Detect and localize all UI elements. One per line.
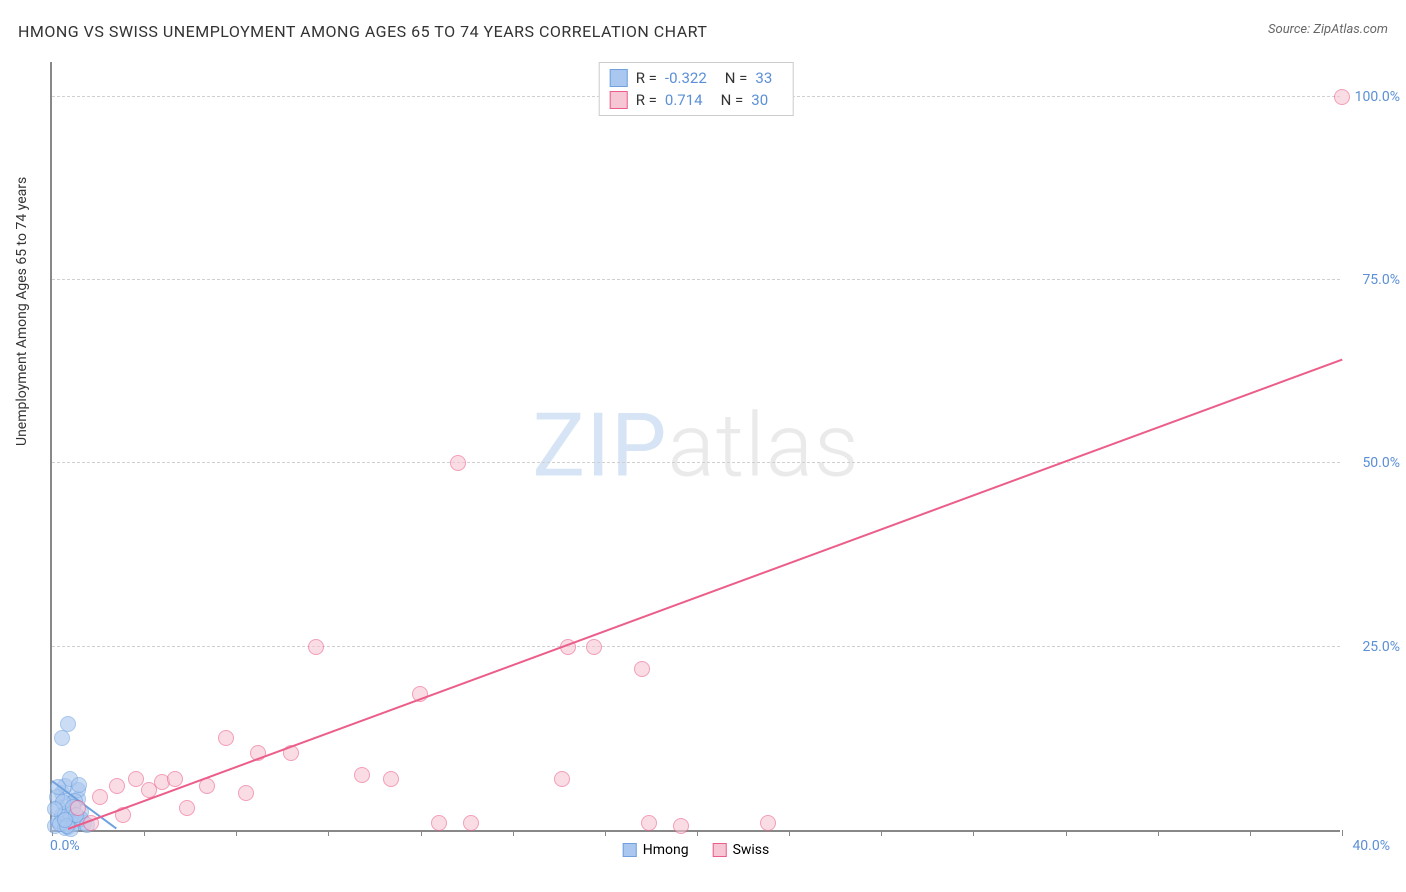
legend-row-swiss: R = 0.714 N = 30 <box>610 89 783 111</box>
hmong-point <box>54 730 70 746</box>
swiss-point <box>431 815 447 831</box>
swiss-point <box>463 815 479 831</box>
gridline-h <box>52 646 1340 647</box>
watermark: ZIPatlas <box>532 395 859 498</box>
watermark-part1: ZIP <box>532 395 667 498</box>
swiss-point <box>760 815 776 831</box>
gridline-h <box>52 279 1340 280</box>
x-tick <box>236 830 237 836</box>
swiss-swatch-icon <box>713 843 727 857</box>
series-legend: Hmong Swiss <box>623 842 770 858</box>
x-tick <box>973 830 974 836</box>
swiss-point <box>586 639 602 655</box>
hmong-swatch-icon <box>610 69 628 87</box>
swiss-n-value: 30 <box>751 91 768 109</box>
x-tick <box>1342 830 1343 836</box>
swiss-point <box>554 771 570 787</box>
x-tick <box>789 830 790 836</box>
x-tick <box>1066 830 1067 836</box>
correlation-legend: R = -0.322 N = 33 R = 0.714 N = 30 <box>599 62 794 116</box>
hmong-n-value: 33 <box>755 69 772 87</box>
legend-label: Swiss <box>733 842 770 858</box>
swiss-point <box>179 800 195 816</box>
x-tick <box>605 830 606 836</box>
n-label: N = <box>725 69 748 87</box>
x-tick <box>1250 830 1251 836</box>
y-tick-label: 75.0% <box>1362 272 1400 288</box>
r-label: R = <box>636 69 657 87</box>
swiss-point <box>167 771 183 787</box>
swiss-point <box>450 455 466 471</box>
x-tick <box>144 830 145 836</box>
y-tick-label: 25.0% <box>1362 639 1400 655</box>
x-tick <box>513 830 514 836</box>
swiss-point <box>70 800 86 816</box>
y-tick-label: 50.0% <box>1362 455 1400 471</box>
x-tick-label: 0.0% <box>50 838 80 854</box>
swiss-point <box>109 778 125 794</box>
hmong-point <box>71 777 87 793</box>
swiss-point <box>218 730 234 746</box>
chart-title: HMONG VS SWISS UNEMPLOYMENT AMONG AGES 6… <box>18 22 707 41</box>
source-attribution: Source: ZipAtlas.com <box>1268 22 1388 37</box>
x-tick <box>881 830 882 836</box>
swiss-point <box>238 785 254 801</box>
x-tick <box>1158 830 1159 836</box>
swiss-point <box>673 818 689 834</box>
n-label: N = <box>721 91 744 109</box>
swiss-r-value: 0.714 <box>665 91 703 109</box>
x-tick-label: 40.0% <box>1352 838 1390 854</box>
x-tick <box>421 830 422 836</box>
scatter-plot: ZIPatlas R = -0.322 N = 33 R = 0.714 N =… <box>50 62 1340 832</box>
hmong-swatch-icon <box>623 843 637 857</box>
legend-item-hmong: Hmong <box>623 842 689 858</box>
swiss-swatch-icon <box>610 91 628 109</box>
legend-label: Hmong <box>643 842 689 858</box>
hmong-point <box>57 812 73 828</box>
gridline-h <box>52 462 1340 463</box>
x-tick <box>328 830 329 836</box>
swiss-point <box>308 639 324 655</box>
legend-item-swiss: Swiss <box>713 842 770 858</box>
legend-row-hmong: R = -0.322 N = 33 <box>610 67 783 89</box>
swiss-point <box>92 789 108 805</box>
y-axis-title: Unemployment Among Ages 65 to 74 years <box>14 177 30 446</box>
swiss-point <box>641 815 657 831</box>
hmong-point <box>60 716 76 732</box>
r-label: R = <box>636 91 657 109</box>
watermark-part2: atlas <box>668 395 860 498</box>
swiss-point <box>383 771 399 787</box>
swiss-point <box>1334 89 1350 105</box>
y-tick-label: 100.0% <box>1355 89 1400 105</box>
swiss-point <box>634 661 650 677</box>
hmong-r-value: -0.322 <box>665 69 707 87</box>
swiss-point <box>354 767 370 783</box>
x-tick <box>697 830 698 836</box>
swiss-trend-line <box>68 359 1343 830</box>
